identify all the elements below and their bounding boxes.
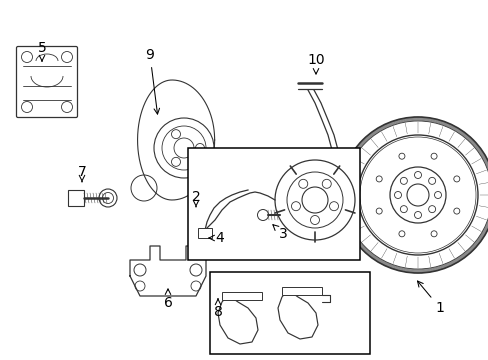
Bar: [68, 190, 84, 206]
Circle shape: [291, 202, 300, 211]
Circle shape: [310, 216, 319, 225]
Bar: [198, 228, 212, 238]
Polygon shape: [278, 290, 317, 339]
Text: 8: 8: [213, 299, 222, 319]
Text: 5: 5: [38, 41, 46, 61]
Circle shape: [329, 202, 338, 211]
Text: 7: 7: [78, 165, 86, 182]
Bar: [209, 272, 369, 354]
Circle shape: [298, 179, 307, 188]
Circle shape: [322, 179, 330, 188]
Bar: [187, 148, 359, 260]
Text: 9: 9: [145, 48, 159, 114]
Bar: [222, 292, 262, 300]
Polygon shape: [218, 295, 258, 344]
FancyBboxPatch shape: [17, 46, 77, 117]
Text: 2: 2: [191, 190, 200, 207]
Text: 1: 1: [417, 281, 444, 315]
Bar: [282, 287, 321, 295]
Text: 3: 3: [272, 225, 287, 241]
Text: 6: 6: [163, 289, 172, 310]
Text: 10: 10: [306, 53, 324, 74]
Text: 4: 4: [208, 231, 224, 245]
